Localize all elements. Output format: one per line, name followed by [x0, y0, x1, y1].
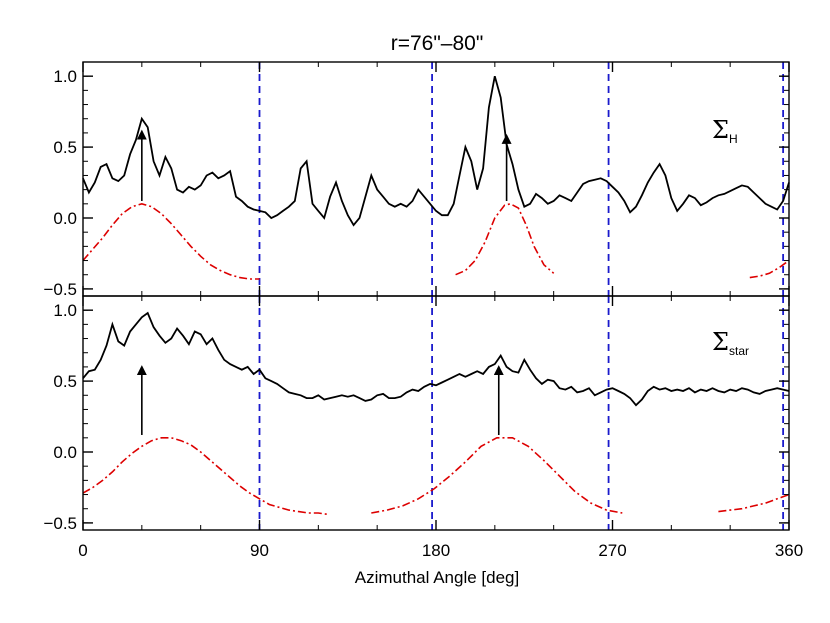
y-tick-label: 1.0 [53, 67, 77, 86]
x-axis-label: Azimuthal Angle [deg] [355, 568, 519, 587]
y-tick-label: 0.5 [53, 138, 77, 157]
y-tick-label: 0.0 [53, 209, 77, 228]
profile-line [82, 75, 790, 227]
chart-title: r=76"–80" [391, 32, 484, 55]
panel-2: −0.5 0.0 0.5 1.0 Σ star [43, 295, 790, 533]
panel-label: Σ [712, 328, 729, 356]
model-curve [371, 436, 623, 514]
model-curve [718, 493, 790, 513]
model-curve [82, 436, 329, 516]
x-tick-label: 270 [598, 541, 626, 560]
panel-label-subscript: star [729, 344, 749, 358]
y-tick-label: −0.5 [43, 280, 77, 299]
x-tick-label: 90 [250, 541, 269, 560]
model-curve [82, 202, 260, 280]
model-curve [749, 259, 790, 279]
profile-line [82, 311, 790, 407]
model-curve [455, 202, 555, 276]
x-tick-label: 360 [775, 541, 803, 560]
plot-frame [82, 61, 790, 297]
panel-label: Σ [712, 116, 729, 144]
plot-frame [82, 295, 790, 531]
x-tick-label: 0 [78, 541, 87, 560]
y-tick-label: 0.5 [53, 372, 77, 391]
y-tick-label: 0.0 [53, 443, 77, 462]
x-tick-label: 180 [422, 541, 450, 560]
panel-label-subscript: H [729, 132, 738, 146]
x-tick-labels: 0 90 180 270 360 [78, 541, 803, 560]
y-tick-label: 1.0 [53, 301, 77, 320]
panels: −0.50.00.51.0Σ H−0.50.00.51.0Σ star [43, 61, 790, 533]
panel-1: −0.5 0.0 0.5 1.0 Σ H [43, 61, 790, 299]
y-tick-label: −0.5 [43, 514, 77, 533]
